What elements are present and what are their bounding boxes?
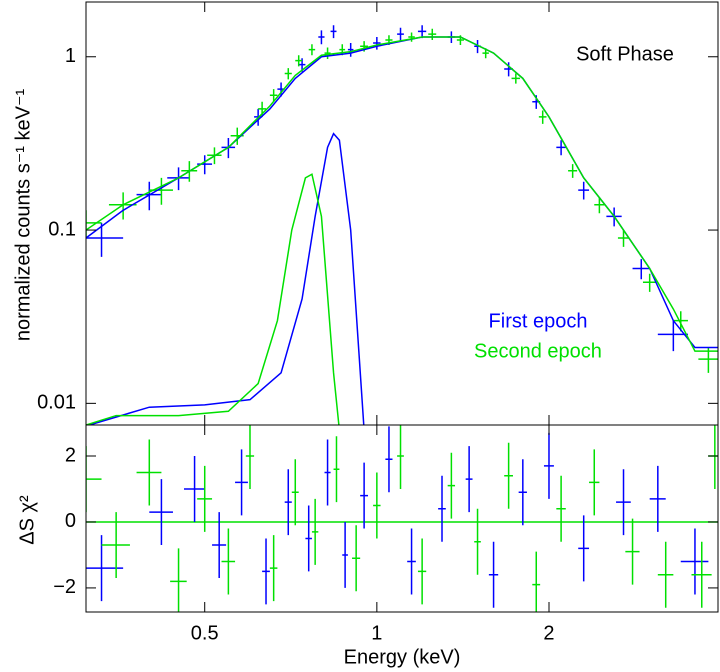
error-bar <box>352 525 361 592</box>
error-bar <box>556 475 566 542</box>
error-bar <box>284 68 292 80</box>
error-bar <box>408 32 415 42</box>
error-bar <box>324 439 331 506</box>
error-bar <box>295 55 303 67</box>
error-bar <box>589 449 600 516</box>
error-bar <box>269 89 278 102</box>
error-bar <box>197 465 213 532</box>
model-line <box>86 36 718 352</box>
panel-frame <box>85 424 719 613</box>
error-bar <box>438 475 446 542</box>
error-bar <box>397 27 404 42</box>
error-bar <box>245 425 255 489</box>
error-bar <box>184 456 205 522</box>
error-bar <box>86 446 102 513</box>
error-bar <box>616 469 631 536</box>
error-bar <box>578 181 590 200</box>
error-bar <box>291 459 299 526</box>
error-bar <box>488 541 499 608</box>
error-bar <box>474 508 481 575</box>
error-bar <box>532 551 541 612</box>
x-tick-label: 0.5 <box>191 622 219 644</box>
error-bar <box>407 528 416 595</box>
y-tick-label: −2 <box>53 576 76 598</box>
error-bar <box>680 528 709 595</box>
error-bar <box>212 512 227 579</box>
error-bar <box>691 541 712 608</box>
error-bar <box>625 518 640 585</box>
legend-entry: First epoch <box>489 310 588 332</box>
error-bar <box>86 222 124 257</box>
error-bar <box>149 479 173 546</box>
error-bar <box>465 446 473 513</box>
model-line <box>86 173 340 425</box>
model-line <box>86 36 718 349</box>
error-bar <box>568 164 578 178</box>
y-tick-label: 2 <box>65 444 76 466</box>
error-bar <box>324 47 331 60</box>
error-bar <box>308 44 316 56</box>
error-bar <box>108 192 137 220</box>
error-bar <box>397 425 404 489</box>
y-tick-label: 0 <box>65 510 76 532</box>
error-bar <box>136 439 162 506</box>
error-bar <box>417 538 427 605</box>
error-bar <box>556 140 566 156</box>
error-bar <box>235 449 248 516</box>
error-bar <box>578 515 590 582</box>
error-bar <box>447 452 456 519</box>
x-tick-label: 2 <box>543 622 554 644</box>
error-bar <box>373 472 381 539</box>
legend-entry: Second epoch <box>474 340 602 362</box>
error-bar <box>632 259 650 280</box>
error-bar <box>538 110 547 124</box>
error-bar <box>101 512 130 579</box>
plot-area <box>86 425 718 612</box>
error-bar <box>318 30 325 45</box>
error-bar <box>284 469 292 536</box>
error-bar <box>311 498 319 565</box>
x-tick-label: 1 <box>371 622 382 644</box>
error-bar <box>504 442 513 509</box>
error-bar <box>385 426 393 493</box>
error-bar <box>221 528 236 595</box>
y-tick-label: 0.01 <box>37 392 76 414</box>
panel-frame <box>85 1 719 426</box>
error-bar <box>305 505 312 572</box>
y-axis-label: normalized counts s⁻¹ keV⁻¹ <box>12 89 34 342</box>
error-bar <box>642 273 657 292</box>
error-bar <box>360 462 369 529</box>
error-bar <box>170 548 187 612</box>
error-bar <box>657 320 688 352</box>
error-bar <box>649 465 666 532</box>
error-bar <box>594 197 605 214</box>
error-bar <box>333 436 340 503</box>
error-bar <box>428 28 437 40</box>
error-bar <box>330 25 337 39</box>
error-bar <box>657 541 674 608</box>
error-bar <box>673 311 688 332</box>
y-axis-label: ΔS χ² <box>16 495 38 545</box>
model-line <box>86 132 365 425</box>
plot-area <box>86 25 718 425</box>
annotation: Soft Phase <box>576 43 674 65</box>
error-bar <box>262 538 270 605</box>
error-bar <box>342 521 348 588</box>
error-bar <box>511 73 521 84</box>
error-bar <box>617 230 629 247</box>
y-tick-label: 0.1 <box>48 218 76 240</box>
error-bar <box>417 25 427 39</box>
x-axis-label: Energy (keV) <box>344 646 461 668</box>
y-tick-label: 1 <box>65 45 76 67</box>
error-bar <box>269 535 278 602</box>
error-bar <box>347 43 354 57</box>
error-bar <box>373 37 381 50</box>
error-bar <box>518 459 527 526</box>
error-bar <box>543 432 554 499</box>
